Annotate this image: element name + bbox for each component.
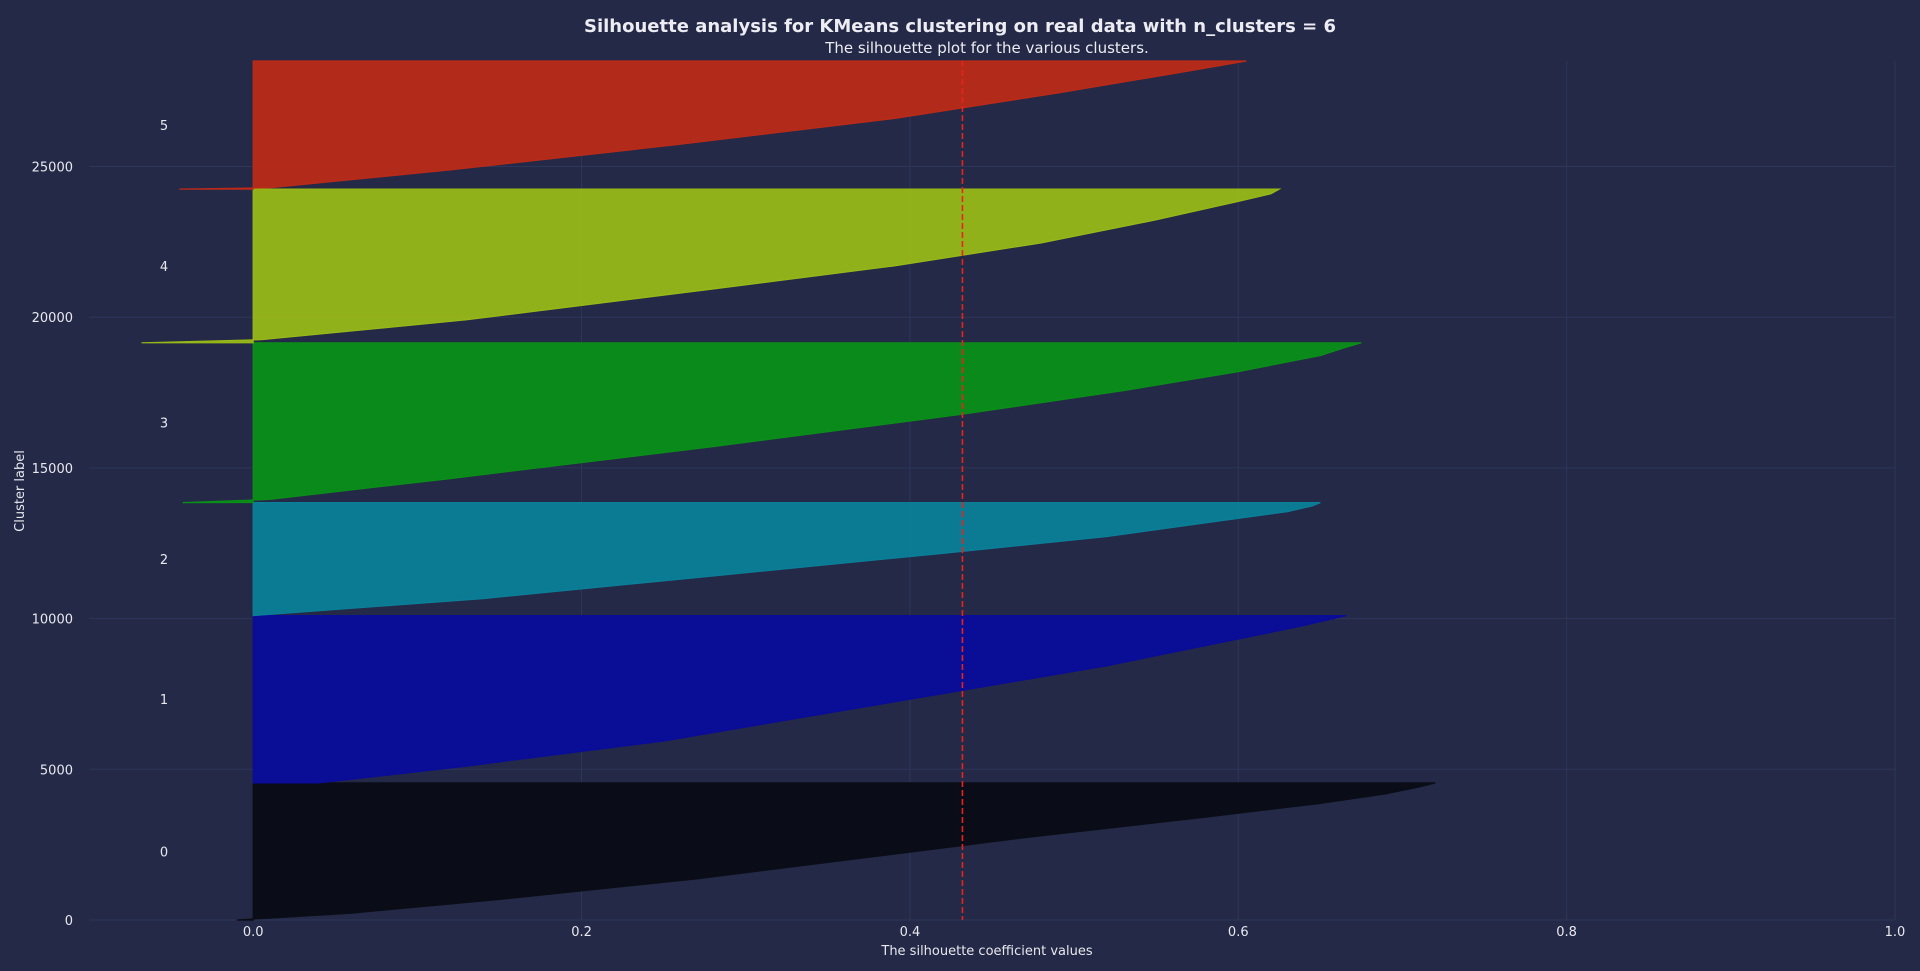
- x-tick-label: 0.2: [571, 925, 592, 940]
- x-axis-label: The silhouette coefficient values: [880, 944, 1092, 959]
- silhouette-area-cluster-0: [236, 782, 1436, 921]
- x-tick-label: 0.0: [243, 925, 264, 940]
- silhouette-area-cluster-3: [182, 342, 1362, 504]
- cluster-label: 0: [160, 845, 168, 860]
- x-tick-label: 0.8: [1556, 925, 1577, 940]
- y-tick-label: 0: [65, 914, 73, 929]
- x-tick-label: 1.0: [1885, 925, 1906, 940]
- silhouette-area-cluster-1: [252, 614, 1347, 784]
- y-tick-label: 5000: [40, 763, 73, 778]
- y-axis-label: Cluster label: [13, 450, 28, 532]
- x-tick-label: 0.6: [1228, 925, 1249, 940]
- y-tick-label: 15000: [32, 462, 73, 477]
- cluster-label: 3: [160, 417, 168, 432]
- cluster-label: 5: [160, 119, 168, 134]
- silhouette-area-cluster-2: [252, 501, 1321, 617]
- chart-title: Silhouette analysis for KMeans clusterin…: [584, 16, 1336, 37]
- y-tick-label: 25000: [32, 160, 73, 175]
- cluster-label: 2: [160, 553, 168, 568]
- y-tick-label: 10000: [32, 613, 73, 628]
- silhouette-areas: [141, 60, 1436, 921]
- x-tick-label: 0.4: [900, 925, 921, 940]
- silhouette-area-cluster-4: [141, 188, 1282, 344]
- silhouette-area-cluster-5: [179, 60, 1247, 190]
- x-tick-labels: 0.0 0.2 0.4 0.6 0.8 1.0: [243, 925, 1906, 940]
- cluster-label: 1: [160, 693, 168, 708]
- chart-subtitle: The silhouette plot for the various clus…: [824, 39, 1149, 57]
- cluster-label: 4: [160, 260, 168, 275]
- y-tick-label: 20000: [32, 311, 73, 326]
- y-tick-labels: 0 5000 10000 15000 20000 25000: [32, 160, 73, 929]
- cluster-labels: 0 1 2 3 4 5: [160, 119, 168, 860]
